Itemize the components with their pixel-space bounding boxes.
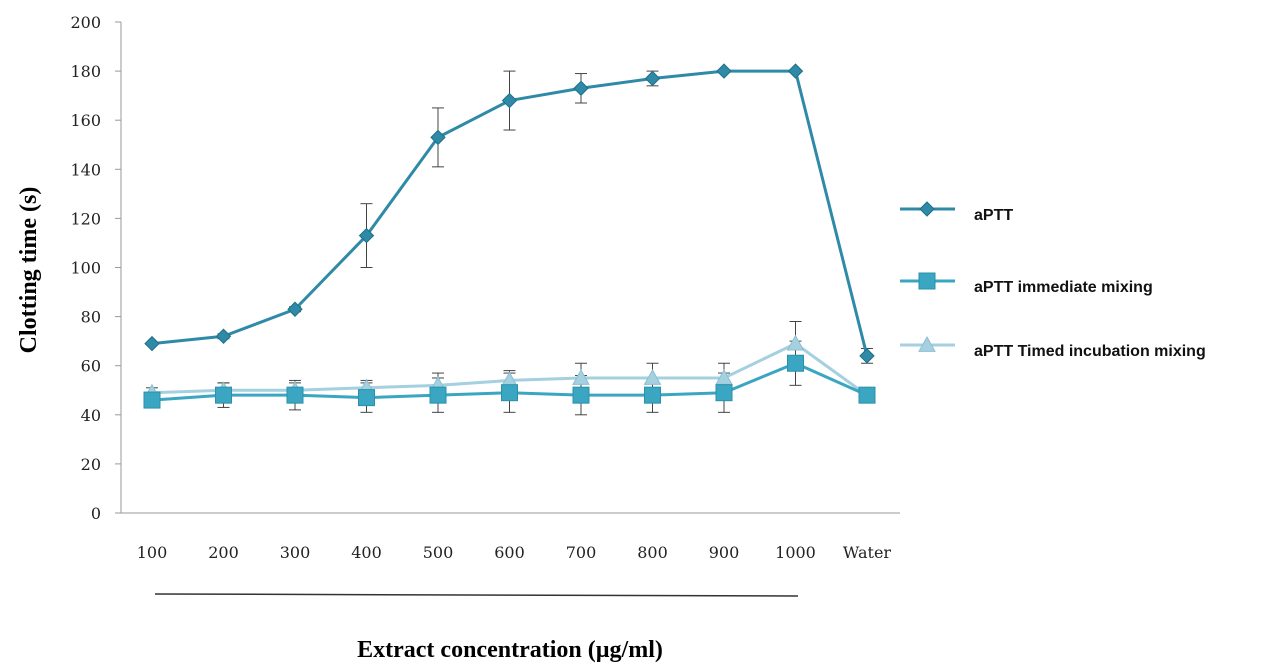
diamond-marker (215, 328, 232, 344)
triangle-marker (918, 335, 936, 352)
y-tick-label: 140 (70, 160, 101, 179)
triangle-marker (572, 368, 590, 385)
x-tick-label: 800 (637, 543, 668, 562)
square-marker (358, 389, 375, 407)
y-tick-label: 180 (70, 62, 101, 81)
diamond-marker (573, 80, 589, 96)
square-marker (858, 386, 876, 404)
x-tick-label: 500 (423, 543, 454, 562)
x-tick-label: 700 (566, 543, 597, 562)
square-marker (429, 386, 447, 404)
y-tick-label: 80 (81, 308, 101, 327)
y-tick-label: 160 (70, 111, 101, 130)
underline-rule (154, 593, 799, 597)
diamond-marker (859, 348, 875, 364)
y-tick-label: 60 (81, 357, 101, 376)
x-tick-label: 400 (351, 543, 382, 562)
square-marker (143, 391, 161, 409)
diamond-marker (501, 92, 518, 109)
y-tick-label: 100 (70, 259, 101, 278)
triangle-marker (786, 334, 805, 351)
square-marker (572, 386, 590, 404)
x-tick-label: 600 (494, 543, 525, 562)
diamond-marker (358, 227, 375, 244)
axes (115, 21, 900, 597)
series-markers (143, 63, 876, 409)
square-marker (215, 386, 232, 404)
x-tick-label: Water (843, 543, 891, 562)
square-marker (501, 384, 518, 402)
y-tick-labels: 0 20 40 60 80 100 120 140 160 180 200 (70, 13, 101, 523)
triangle-marker (643, 368, 662, 385)
diamond-marker (144, 335, 160, 352)
square-marker (918, 272, 936, 290)
x-tick-label: 200 (208, 543, 239, 562)
y-tick-label: 200 (70, 13, 101, 32)
y-axis-label: Clotting time (s) (16, 187, 42, 354)
legend-label: aPTT Timed incubation mixing (974, 343, 1206, 360)
square-marker (644, 386, 661, 404)
legend: aPTT aPTT immediate mixing aPTT Timed incu… (900, 201, 1206, 360)
diamond-marker (787, 63, 804, 79)
diamond-marker (716, 63, 732, 79)
diamond-marker (644, 70, 661, 87)
diamond-marker (919, 201, 935, 217)
y-tick-label: 0 (91, 504, 101, 523)
square-marker (715, 384, 733, 402)
legend-label: aPTT immediate mixing (974, 279, 1153, 296)
diamond-marker (430, 129, 446, 146)
x-tick-label: 1000 (775, 543, 816, 562)
y-tick-label: 20 (81, 455, 101, 474)
square-marker (787, 354, 804, 372)
y-tick-label: 40 (81, 406, 101, 425)
square-marker (286, 386, 304, 404)
diamond-marker (287, 301, 303, 317)
x-tick-label: 900 (709, 543, 740, 562)
x-tick-label: 300 (280, 543, 311, 562)
legend-label: aPTT (974, 207, 1013, 224)
x-tick-labels: 100 200 300 400 500 600 700 800 900 1000 Water (137, 543, 892, 562)
x-tick-label: 100 (137, 543, 168, 562)
x-axis-label: Extract concentration (µg/ml) (357, 637, 663, 663)
y-tick-label: 120 (70, 209, 101, 228)
error-bars (146, 70, 873, 416)
